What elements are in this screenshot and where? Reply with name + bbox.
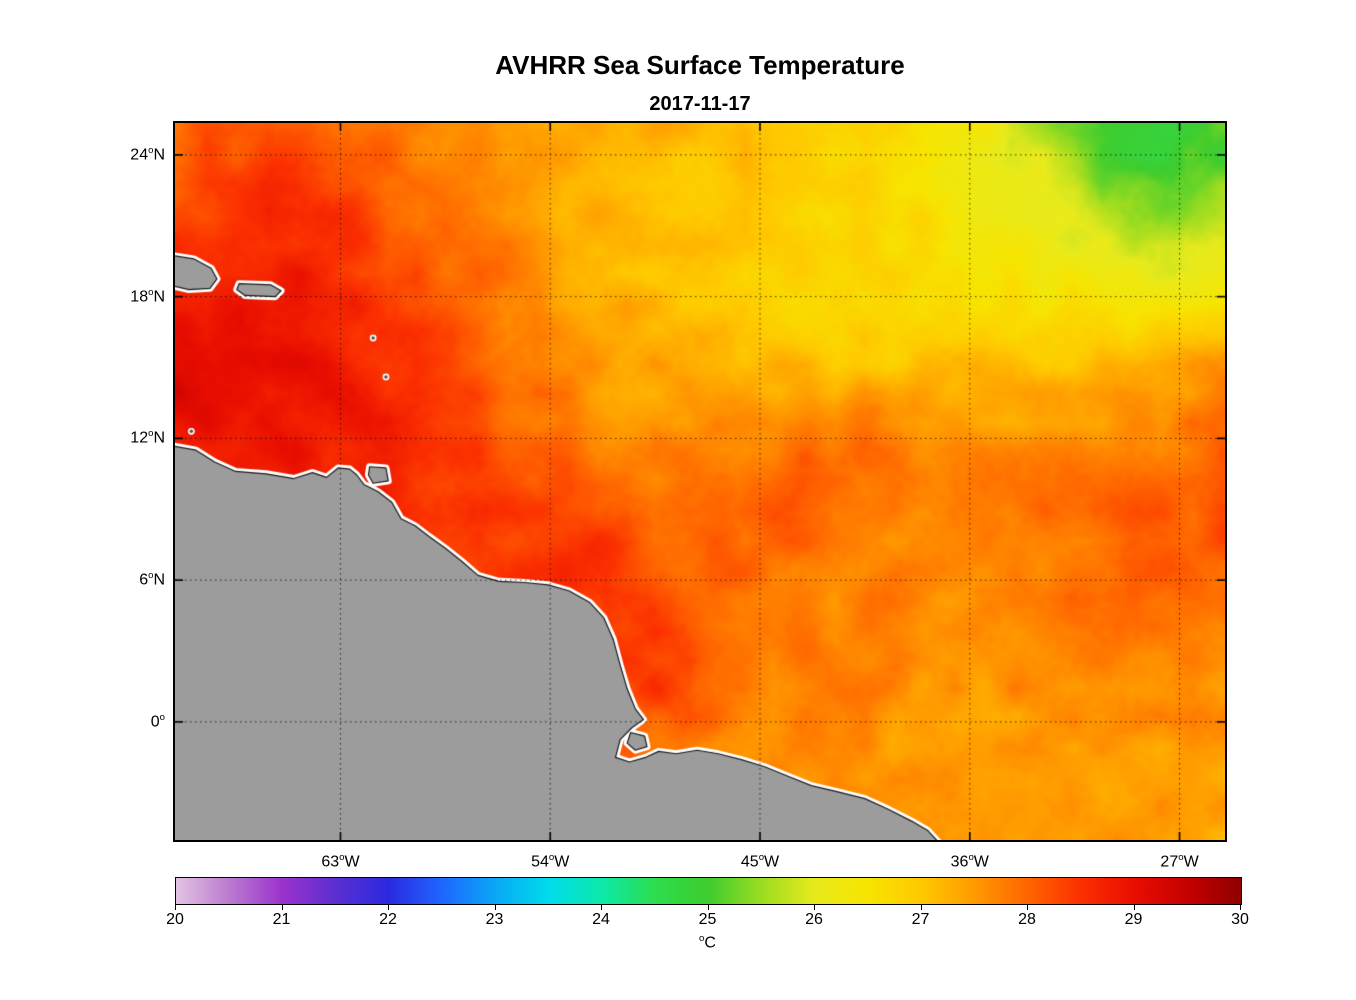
colorbar-tick-label: 26 — [805, 911, 823, 928]
colorbar-tick — [1027, 905, 1028, 910]
colorbar-unit-label: oC — [699, 933, 716, 952]
chart-subtitle: 2017-11-17 — [649, 93, 751, 115]
colorbar-tick — [601, 905, 602, 910]
colorbar-tick — [920, 905, 922, 910]
x-tick-label: 54oW — [531, 852, 570, 871]
colorbar-tick — [494, 905, 496, 910]
chart-title: AVHRR Sea Surface Temperature — [495, 50, 905, 80]
colorbar-gradient — [175, 877, 1242, 905]
colorbar-tick — [1240, 905, 1241, 910]
y-tick-label: 24oN — [130, 144, 165, 164]
y-tick-label: 0o — [150, 711, 165, 731]
sst-heatmap-canvas — [175, 123, 1225, 840]
colorbar-tick-label: 29 — [1124, 911, 1143, 928]
colorbar-tick-label: 24 — [592, 911, 610, 928]
x-tick-label: 27oW — [1160, 852, 1199, 871]
colorbar-tick — [388, 905, 389, 910]
map-frame — [173, 121, 1227, 842]
colorbar-tick-label: 20 — [166, 911, 184, 928]
colorbar-tick-label: 21 — [272, 911, 291, 928]
colorbar-tick — [814, 905, 815, 910]
x-tick-label: 36oW — [950, 852, 989, 871]
colorbar-tick-label: 25 — [698, 911, 717, 928]
colorbar-tick-label: 28 — [1018, 911, 1036, 928]
y-tick-label: 6oN — [139, 570, 165, 589]
y-tick-label: 18oN — [130, 286, 165, 305]
y-tick-label: 12oN — [130, 428, 165, 447]
colorbar-tick — [281, 905, 283, 910]
colorbar-tick-label: 30 — [1231, 911, 1249, 928]
colorbar-tick — [707, 905, 709, 910]
colorbar-tick-label: 23 — [485, 911, 504, 928]
colorbar-tick-label: 22 — [379, 911, 397, 928]
colorbar-tick — [175, 905, 176, 910]
x-tick-label: 45oW — [740, 852, 780, 871]
colorbar-tick-label: 27 — [911, 911, 930, 928]
x-tick-label: 63oW — [321, 852, 360, 871]
colorbar-tick — [1133, 905, 1135, 910]
